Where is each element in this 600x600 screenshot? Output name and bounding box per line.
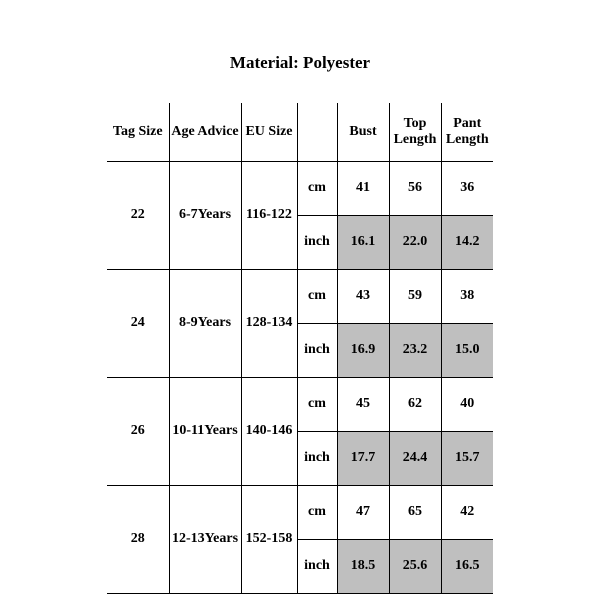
cell-bust-inch: 16.1: [337, 215, 389, 269]
cell-age: 6-7Years: [169, 161, 241, 269]
cell-age: 8-9Years: [169, 269, 241, 377]
cell-top-inch: 25.6: [389, 539, 441, 593]
table-row: 24 8-9Years 128-134 cm 43 59 38: [107, 269, 493, 323]
cell-pant-inch: 15.7: [441, 431, 493, 485]
cell-pant-inch: 14.2: [441, 215, 493, 269]
cell-unit-cm: cm: [297, 377, 337, 431]
cell-bust-inch: 16.9: [337, 323, 389, 377]
cell-bust-cm: 45: [337, 377, 389, 431]
header-age-advice: Age Advice: [169, 103, 241, 161]
cell-pant-inch: 15.0: [441, 323, 493, 377]
cell-eu: 152-158: [241, 485, 297, 593]
cell-bust-cm: 47: [337, 485, 389, 539]
cell-bust-inch: 18.5: [337, 539, 389, 593]
cell-pant-inch: 16.5: [441, 539, 493, 593]
size-table: Tag Size Age Advice EU Size Bust Top Len…: [107, 103, 493, 594]
cell-pant-cm: 42: [441, 485, 493, 539]
cell-top-cm: 56: [389, 161, 441, 215]
cell-unit-inch: inch: [297, 215, 337, 269]
table-row: 22 6-7Years 116-122 cm 41 56 36: [107, 161, 493, 215]
table-row: 26 10-11Years 140-146 cm 45 62 40: [107, 377, 493, 431]
table-row: 28 12-13Years 152-158 cm 47 65 42: [107, 485, 493, 539]
header-tag-size: Tag Size: [107, 103, 169, 161]
page-title: Material: Polyester: [0, 0, 600, 103]
cell-tag: 22: [107, 161, 169, 269]
header-bust: Bust: [337, 103, 389, 161]
cell-top-inch: 24.4: [389, 431, 441, 485]
cell-top-inch: 22.0: [389, 215, 441, 269]
header-top-length: Top Length: [389, 103, 441, 161]
header-pant-length: Pant Length: [441, 103, 493, 161]
cell-unit-inch: inch: [297, 431, 337, 485]
cell-age: 10-11Years: [169, 377, 241, 485]
cell-unit-cm: cm: [297, 161, 337, 215]
cell-pant-cm: 36: [441, 161, 493, 215]
cell-tag: 28: [107, 485, 169, 593]
cell-bust-cm: 43: [337, 269, 389, 323]
cell-unit-inch: inch: [297, 539, 337, 593]
cell-top-cm: 62: [389, 377, 441, 431]
cell-pant-cm: 40: [441, 377, 493, 431]
cell-unit-cm: cm: [297, 485, 337, 539]
size-chart-page: Material: Polyester Tag Size Age Advice …: [0, 0, 600, 600]
cell-unit-inch: inch: [297, 323, 337, 377]
cell-top-cm: 59: [389, 269, 441, 323]
cell-eu: 140-146: [241, 377, 297, 485]
cell-bust-inch: 17.7: [337, 431, 389, 485]
cell-tag: 24: [107, 269, 169, 377]
cell-age: 12-13Years: [169, 485, 241, 593]
header-row: Tag Size Age Advice EU Size Bust Top Len…: [107, 103, 493, 161]
header-eu-size: EU Size: [241, 103, 297, 161]
cell-top-inch: 23.2: [389, 323, 441, 377]
cell-tag: 26: [107, 377, 169, 485]
cell-bust-cm: 41: [337, 161, 389, 215]
cell-unit-cm: cm: [297, 269, 337, 323]
cell-top-cm: 65: [389, 485, 441, 539]
cell-eu: 128-134: [241, 269, 297, 377]
cell-eu: 116-122: [241, 161, 297, 269]
cell-pant-cm: 38: [441, 269, 493, 323]
header-unit: [297, 103, 337, 161]
